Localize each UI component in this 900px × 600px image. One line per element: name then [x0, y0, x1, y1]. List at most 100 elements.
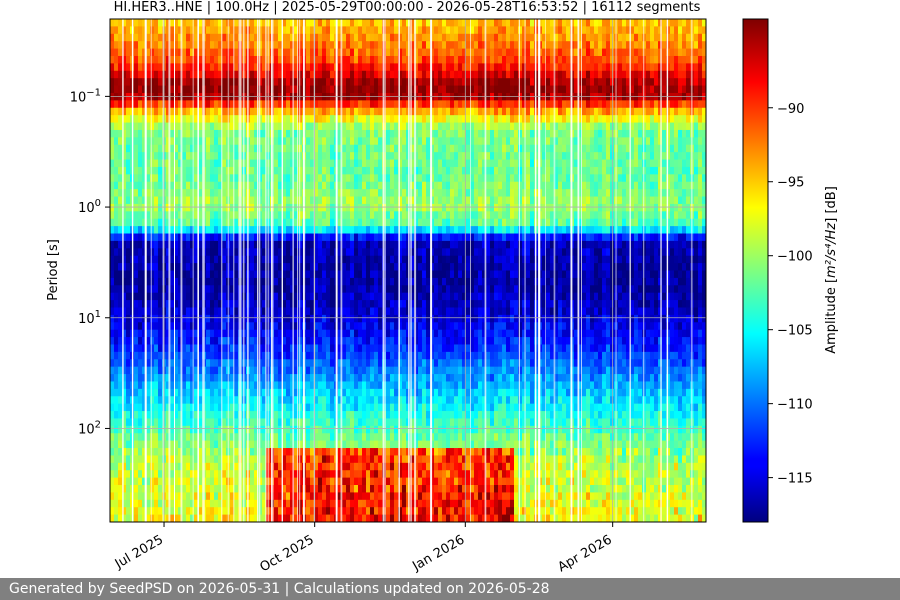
heatmap-cell — [218, 129, 223, 138]
heatmap-cell — [182, 514, 187, 522]
heatmap-cell — [110, 374, 115, 383]
heatmap-cell — [142, 174, 147, 183]
heatmap-cell — [186, 448, 191, 457]
heatmap-cell — [110, 92, 115, 101]
heatmap-cell — [178, 33, 183, 42]
heatmap-cell — [182, 314, 187, 323]
heatmap-cell — [386, 307, 391, 316]
heatmap-cell — [358, 381, 363, 390]
heatmap-cell — [306, 189, 311, 198]
heatmap-cell — [142, 152, 147, 161]
heatmap-cell — [230, 381, 235, 390]
heatmap-cell — [146, 455, 151, 464]
heatmap-cell — [346, 166, 351, 175]
heatmap-cell — [234, 455, 239, 464]
heatmap-cell — [330, 514, 335, 522]
heatmap-cell — [294, 166, 299, 175]
heatmap-cell — [390, 107, 395, 116]
heatmap-cell — [350, 277, 355, 286]
heatmap-cell — [294, 211, 299, 220]
heatmap-cell — [310, 263, 315, 272]
heatmap-cell — [154, 203, 159, 212]
heatmap-cell — [278, 255, 283, 264]
heatmap-cell — [338, 292, 343, 301]
heatmap-cell — [310, 388, 315, 397]
heatmap-cell — [294, 129, 299, 138]
heatmap-cell — [194, 240, 199, 249]
heatmap-cell — [374, 137, 379, 146]
heatmap-cell — [350, 396, 355, 405]
heatmap-cell — [126, 92, 131, 101]
heatmap-cell — [278, 411, 283, 420]
heatmap-cell — [158, 381, 163, 390]
heatmap-cell — [286, 263, 291, 272]
heatmap-cell — [326, 55, 331, 64]
heatmap-cell — [110, 196, 115, 205]
heatmap-cell — [282, 285, 287, 294]
heatmap-cell — [374, 115, 379, 124]
heatmap-cell — [282, 70, 287, 79]
heatmap-cell — [366, 277, 371, 286]
heatmap-cell — [350, 85, 355, 94]
heatmap-cell — [286, 300, 291, 309]
heatmap-cell — [402, 240, 407, 249]
heatmap-cell — [318, 115, 323, 124]
heatmap-cell — [222, 396, 227, 405]
heatmap-cell — [134, 277, 139, 286]
heatmap-cell — [342, 70, 347, 79]
heatmap-cell — [206, 462, 211, 471]
heatmap-cell — [134, 144, 139, 153]
heatmap-cell — [222, 307, 227, 316]
heatmap-cell — [218, 48, 223, 57]
heatmap-cell — [398, 351, 403, 360]
heatmap-cell — [402, 233, 407, 242]
heatmap-cell — [182, 396, 187, 405]
heatmap-cell — [110, 174, 115, 183]
heatmap-cell — [182, 55, 187, 64]
heatmap-cell — [338, 55, 343, 64]
heatmap-cell — [178, 492, 183, 501]
heatmap-cell — [282, 63, 287, 72]
heatmap-cell — [114, 359, 119, 368]
heatmap-cell — [310, 203, 315, 212]
heatmap-cell — [182, 19, 187, 27]
heatmap-cell — [190, 388, 195, 397]
heatmap-cell — [206, 374, 211, 383]
heatmap-cell — [150, 337, 155, 346]
heatmap-cell — [214, 485, 219, 494]
heatmap-cell — [386, 359, 391, 368]
heatmap-cell — [274, 174, 279, 183]
heatmap-cell — [370, 314, 375, 323]
heatmap-cell — [318, 314, 323, 323]
heatmap-cell — [390, 144, 395, 153]
heatmap-cell — [150, 189, 155, 198]
heatmap-cell — [346, 218, 351, 227]
heatmap-cell — [150, 285, 155, 294]
heatmap-cell — [298, 55, 303, 64]
heatmap-cell — [134, 470, 139, 479]
heatmap-cell — [134, 159, 139, 168]
heatmap-cell — [118, 485, 123, 494]
heatmap-cell — [210, 63, 215, 72]
heatmap-cell — [318, 255, 323, 264]
heatmap-cell — [134, 211, 139, 220]
heatmap-cell — [158, 477, 163, 486]
heatmap-cell — [194, 63, 199, 72]
heatmap-cell — [182, 300, 187, 309]
heatmap-cell — [342, 448, 347, 457]
heatmap-cell — [174, 211, 179, 220]
heatmap-cell — [254, 337, 259, 346]
heatmap-cell — [138, 492, 143, 501]
heatmap-cell — [286, 307, 291, 316]
heatmap-cell — [342, 492, 347, 501]
heatmap-cell — [374, 359, 379, 368]
heatmap-cell — [386, 240, 391, 249]
heatmap-cell — [366, 218, 371, 227]
heatmap-cell — [342, 351, 347, 360]
heatmap-cell — [354, 492, 359, 501]
heatmap-cell — [114, 19, 119, 27]
heatmap-cell — [338, 92, 343, 101]
heatmap-cell — [158, 514, 163, 522]
heatmap-cell — [298, 263, 303, 272]
heatmap-cell — [206, 307, 211, 316]
